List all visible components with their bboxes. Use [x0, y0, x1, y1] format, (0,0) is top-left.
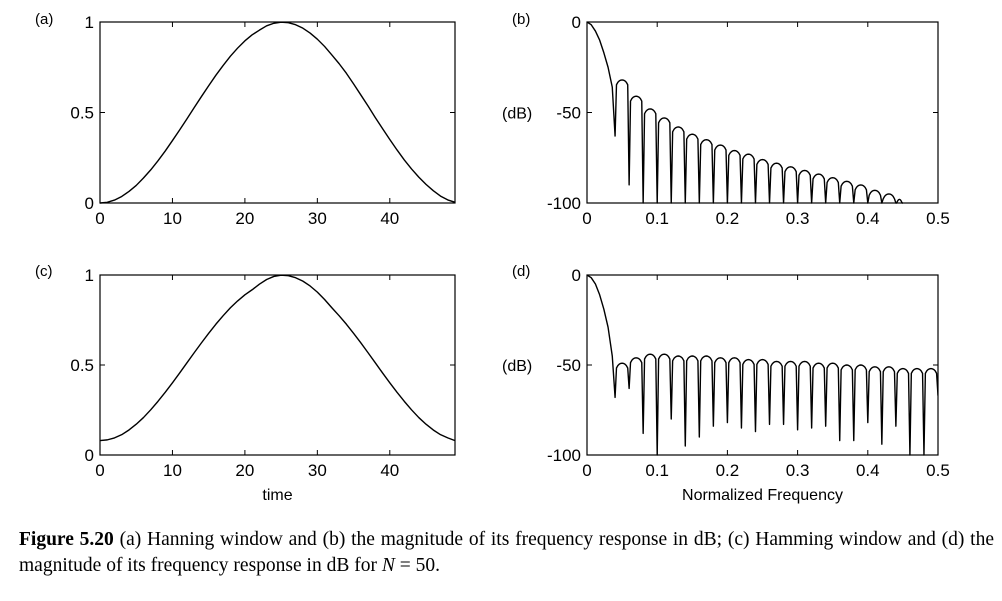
- x-tick-label: 0: [582, 461, 591, 480]
- x-tick-label: 0.5: [926, 209, 950, 228]
- y-tick-label: 0: [572, 266, 581, 285]
- x-tick-label: 0: [95, 209, 104, 228]
- y-tick-label: 0: [85, 194, 94, 213]
- y-axis-label: (dB): [502, 358, 532, 375]
- y-tick-label: -100: [547, 446, 581, 465]
- x-tick-label: 0.1: [645, 209, 669, 228]
- data-series-line: [100, 21, 455, 204]
- y-tick-label: 0: [572, 13, 581, 32]
- x-tick-label: 40: [380, 209, 399, 228]
- panel-label: (c): [35, 263, 53, 280]
- panel-label: (b): [512, 11, 530, 28]
- x-tick-label: 0.2: [716, 461, 740, 480]
- y-tick-label: 0.5: [70, 356, 94, 375]
- data-series-line: [587, 274, 938, 456]
- panel-label: (d): [512, 263, 530, 280]
- data-series-line: [587, 21, 903, 204]
- x-tick-label: 30: [308, 461, 327, 480]
- y-tick-label: 1: [85, 266, 94, 285]
- x-tick-label: 0: [582, 209, 591, 228]
- figure-label: Figure 5.20: [19, 529, 114, 550]
- y-tick-label: 1: [85, 13, 94, 32]
- x-tick-label: 30: [308, 209, 327, 228]
- y-tick-label: -50: [556, 104, 581, 123]
- y-tick-label: 0: [85, 446, 94, 465]
- x-tick-label: 10: [163, 461, 182, 480]
- x-tick-label: 10: [163, 209, 182, 228]
- x-tick-label: 20: [235, 209, 254, 228]
- panel-a: 0 10 20 30 40 0 0.5 1 (a): [35, 11, 456, 228]
- x-tick-label: 0.2: [716, 209, 740, 228]
- axes-frame: [99, 21, 456, 204]
- caption-variable: N: [381, 555, 395, 576]
- caption-text-end: = 50.: [394, 555, 440, 576]
- y-tick-label: -100: [547, 194, 581, 213]
- y-tick-label: -50: [556, 356, 581, 375]
- panel-d: 0 0.1 0.2 0.3 0.4 0.5 -100 -50 0 (d) (dB) Normalize…: [502, 263, 950, 504]
- x-tick-label: 0.4: [856, 461, 880, 480]
- x-tick-label: 40: [380, 461, 399, 480]
- panel-c: 0 10 20 30 40 0 0.5 1 (c) time: [35, 263, 456, 504]
- x-axis-label: Normalized Frequency: [682, 487, 843, 504]
- axes-frame: [586, 21, 939, 204]
- x-tick-label: 0.4: [856, 209, 880, 228]
- data-series-line: [100, 274, 455, 442]
- x-axis-label: time: [262, 487, 292, 504]
- caption-text: (a) Hanning window and (b) the magnitude…: [19, 529, 994, 576]
- y-tick-label: 0.5: [70, 104, 94, 123]
- panel-label: (a): [35, 11, 53, 28]
- axes-frame: [586, 274, 939, 456]
- axes-frame: [99, 274, 456, 456]
- x-tick-label: 0: [95, 461, 104, 480]
- x-tick-label: 20: [235, 461, 254, 480]
- x-tick-label: 0.1: [645, 461, 669, 480]
- y-axis-label: (dB): [502, 106, 532, 123]
- x-tick-label: 0.3: [786, 209, 810, 228]
- panel-b: 0 0.1 0.2 0.3 0.4 0.5 -100 -50 0 (b) (dB): [502, 11, 950, 228]
- figure-caption: Figure 5.20 (a) Hanning window and (b) t…: [19, 527, 994, 579]
- x-tick-label: 0.3: [786, 461, 810, 480]
- x-tick-label: 0.5: [926, 461, 950, 480]
